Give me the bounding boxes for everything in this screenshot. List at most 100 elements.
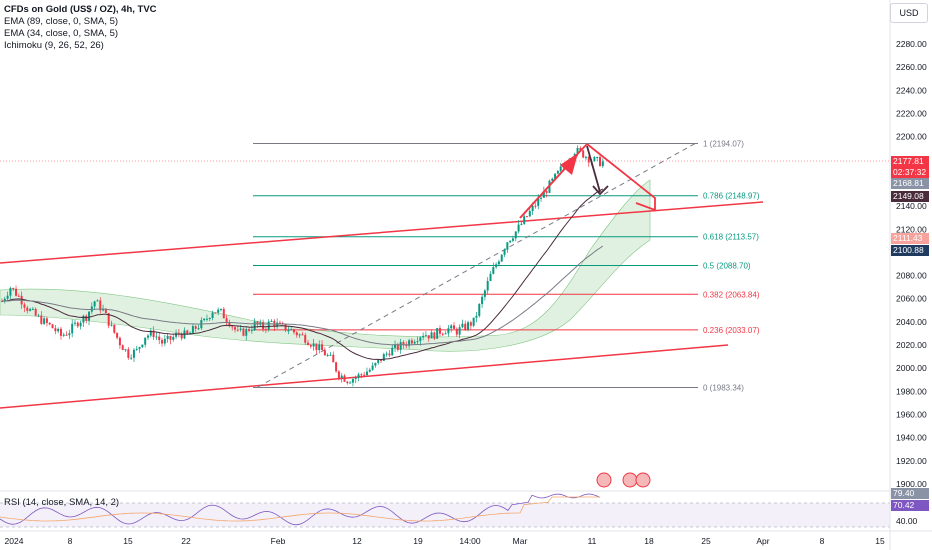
down-path-dark[interactable] (586, 145, 601, 193)
candle-body (172, 336, 175, 340)
candle-body (26, 307, 29, 311)
candle-body (394, 344, 397, 348)
candle-body (48, 322, 51, 325)
up-arrow[interactable] (519, 162, 571, 219)
fibonacci-retracement[interactable]: 1 (2194.07) 0.786 (2148.97) 0.618 (2113.57… (253, 139, 760, 393)
candle-body (214, 312, 217, 314)
candle-body (149, 330, 152, 336)
candle-body (450, 325, 453, 329)
fib-level-label: 0.382 (2063.84) (703, 290, 760, 299)
rsi-legend[interactable]: RSI (14, close, SMA, 14, 2) (4, 497, 120, 508)
price-tick-label: 1940.00 (896, 433, 927, 443)
candle-body (340, 375, 343, 379)
trend-drawings[interactable] (0, 142, 890, 409)
candle-body (217, 309, 220, 313)
candle-body (93, 301, 96, 307)
time-axis[interactable]: 2024 8 15 22 Feb 12 19 14:00 Mar 11 18 25 Apr 8 15 40.0… (5, 516, 918, 546)
candle-body (68, 333, 71, 336)
candle-body (161, 340, 164, 344)
candle-body (208, 318, 211, 320)
candle-body (453, 325, 456, 329)
candle-body (99, 300, 102, 311)
flag-icon[interactable] (635, 472, 651, 488)
rsi-pane (0, 493, 890, 528)
candle-body (57, 328, 60, 332)
candle-body (441, 333, 444, 335)
candle-body (402, 342, 405, 346)
candle-body (144, 337, 147, 345)
candle-body (526, 216, 529, 218)
candle-body (363, 374, 366, 376)
candle-body (141, 344, 144, 348)
candle-body (180, 333, 183, 339)
candle-body (391, 347, 394, 356)
candle-body (427, 335, 430, 339)
candle-body (3, 298, 6, 302)
candle-body (523, 216, 526, 224)
candle-body (354, 377, 357, 380)
candle-body (205, 318, 208, 320)
flag-icon[interactable] (622, 472, 638, 488)
time-tick-label: 15 (123, 536, 133, 546)
candle-body (225, 318, 228, 323)
candle-body (6, 295, 9, 299)
legend-title[interactable]: CFDs on Gold (US$ / OZ), 4h, TVC (4, 4, 157, 15)
candle-body (542, 191, 545, 198)
candle-body (138, 347, 141, 349)
candle-body (584, 156, 587, 158)
candle-body (59, 328, 62, 336)
cloud-area (0, 179, 651, 352)
candle-body (239, 328, 242, 330)
price-tick-label: 1960.00 (896, 410, 927, 420)
price-tag: 2111.43 (891, 233, 929, 244)
candle-body (175, 333, 178, 337)
candle-body (318, 344, 321, 351)
legend-ema89[interactable]: EMA (89, close, 0, SMA, 5) (4, 16, 119, 27)
candle-body (169, 335, 172, 340)
legend-ema34[interactable]: EMA (34, close, 0, SMA, 5) (4, 28, 119, 39)
price-axis[interactable]: 1900.00 1920.00 1940.00 1960.00 1980.00 2000.… (896, 39, 927, 489)
candle-body (107, 313, 110, 326)
candle-body (253, 321, 256, 330)
candle-body (118, 337, 121, 346)
fib-level-label: 0.5 (2088.70) (703, 262, 751, 271)
fib-level-label: 0.618 (2113.57) (703, 233, 759, 242)
candle-body (514, 231, 517, 239)
forecast-arrows[interactable] (519, 143, 656, 219)
candle-body (102, 308, 105, 311)
candle-body (444, 333, 447, 335)
candle-body (601, 161, 604, 167)
candle-body (222, 308, 225, 319)
candle-body (520, 223, 523, 225)
price-tag: 2149.08 (891, 191, 929, 202)
legend-ichimoku[interactable]: Ichimoku (9, 26, 52, 26) (4, 40, 104, 51)
price-tick-label: 1900.00 (896, 479, 927, 489)
price-tag: 2177.81 (891, 156, 929, 167)
candle-body (79, 322, 82, 327)
currency-button[interactable]: USD (890, 3, 928, 23)
candle-body (461, 323, 464, 328)
rsi-line (0, 493, 601, 526)
candle-body (219, 308, 222, 310)
candle-body (135, 348, 138, 350)
fib-level-label: 0.786 (2148.97) (703, 192, 760, 201)
candle-body (73, 322, 76, 324)
candle-body (436, 328, 439, 339)
candle-body (410, 340, 413, 344)
candle-body (54, 328, 57, 332)
candle-body (189, 332, 192, 335)
price-tick-label: 2260.00 (896, 62, 927, 72)
time-tick-label: 14:00 (459, 536, 481, 546)
candle-body (554, 173, 557, 179)
dashed-trend-line[interactable] (257, 142, 697, 388)
flag-icon[interactable] (596, 472, 612, 488)
price-tick-label: 2220.00 (896, 108, 927, 118)
candle-body (489, 273, 492, 281)
candle-body (116, 332, 119, 338)
time-tick-label: 22 (181, 536, 191, 546)
channel-upper-line[interactable] (0, 201, 764, 264)
economic-event-icons[interactable] (596, 472, 651, 488)
down-path-red[interactable] (586, 143, 656, 212)
candle-body (599, 156, 601, 167)
